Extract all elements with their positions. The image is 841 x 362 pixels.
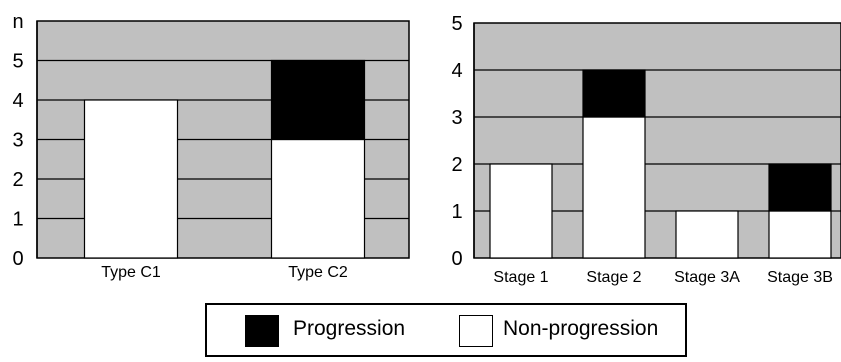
y-tick-label-5: 5 <box>451 13 462 35</box>
y-tick-label-1: 1 <box>12 209 23 231</box>
y-tick-label-3: 3 <box>12 130 23 152</box>
y-tick-label-4: 4 <box>451 60 462 82</box>
bar-non-progression-type-c1 <box>83 99 179 259</box>
bar-progression-type-c2 <box>270 59 366 141</box>
y-tick-label-1: 1 <box>451 201 462 223</box>
x-tick-label-stage-3b: Stage 3B <box>767 269 833 286</box>
y-tick-label-0: 0 <box>12 248 23 270</box>
legend-label-progression: Progression <box>293 317 406 340</box>
legend: Progression Non-progression <box>205 303 687 357</box>
bar-progression-stage-2 <box>582 69 646 118</box>
bar-non-progression-stage-3a <box>675 210 739 259</box>
y-tick-label-0: 0 <box>451 248 462 270</box>
y-axis-label: n <box>12 11 23 33</box>
chart-type: Type C1 Type C2 0 1 2 3 4 5 n <box>12 11 410 281</box>
bar-progression-stage-3b <box>768 163 832 212</box>
x-tick-label-stage-1: Stage 1 <box>493 269 548 286</box>
bar-non-progression-type-c2 <box>270 138 366 259</box>
legend-swatch-progression <box>245 315 279 347</box>
x-tick-label-type-c1: Type C1 <box>101 264 161 281</box>
y-tick-label-5: 5 <box>12 51 23 73</box>
y-tick-label-2: 2 <box>12 169 23 191</box>
chart-stage: Stage 1 Stage 2 Stage 3A Stage 3B 0 1 2 3 4 5 <box>451 13 841 286</box>
x-tick-label-type-c2: Type C2 <box>288 264 348 281</box>
bar-non-progression-stage-3b <box>768 210 832 259</box>
x-tick-label-stage-2: Stage 2 <box>586 269 641 286</box>
y-tick-label-3: 3 <box>451 107 462 129</box>
bar-non-progression-stage-1 <box>489 163 553 259</box>
legend-label-non-progression: Non-progression <box>503 317 659 340</box>
y-tick-label-2: 2 <box>451 154 462 176</box>
bar-non-progression-stage-2 <box>582 116 646 259</box>
y-tick-label-4: 4 <box>12 90 23 112</box>
x-tick-label-stage-3a: Stage 3A <box>674 269 740 286</box>
legend-swatch-non-progression <box>459 315 493 347</box>
